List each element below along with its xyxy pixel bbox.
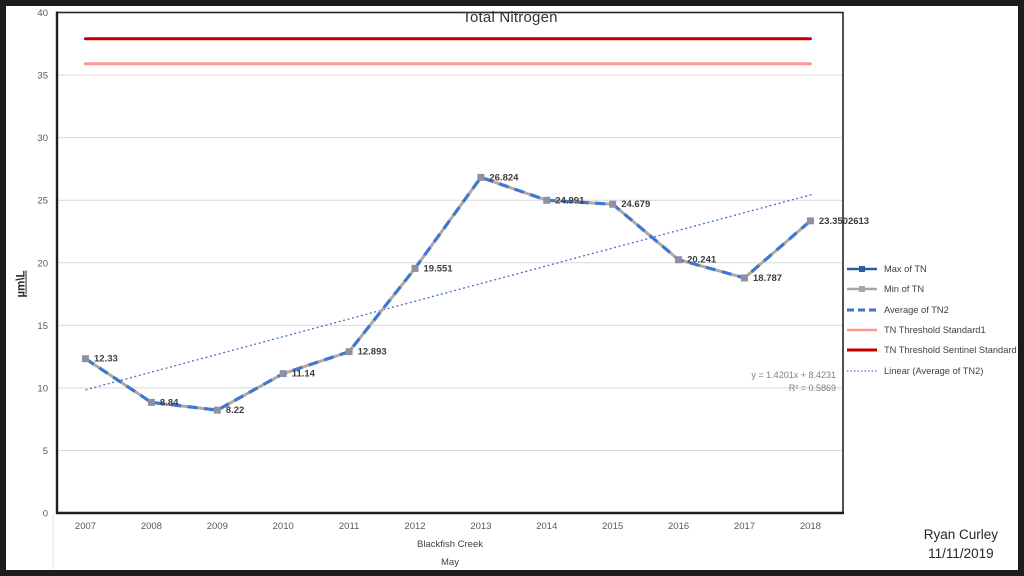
r-squared-line: R² = 0.5869 xyxy=(788,383,836,393)
legend-item: Average of TN2 xyxy=(846,300,1017,320)
x-tick-label: 2018 xyxy=(800,521,821,532)
legend-item-label: Linear (Average of TN2) xyxy=(884,365,984,376)
x-tick-label: 2014 xyxy=(536,521,557,532)
series-line-average xyxy=(84,175,812,412)
legend-swatch-icon xyxy=(847,308,877,312)
data-label: 23.3502613 xyxy=(819,216,869,227)
legend-item-label: TN Threshold Sentinel Standard xyxy=(884,345,1017,356)
legend-swatch-icon xyxy=(847,286,877,293)
x-tick-label: 2010 xyxy=(273,521,294,532)
y-tick-label: 0 xyxy=(43,509,48,520)
x-tick-label: 2016 xyxy=(668,521,689,532)
x-tick-label: 2009 xyxy=(207,521,228,532)
x-tick-label: 2015 xyxy=(602,521,623,532)
legend-item: Max of TN xyxy=(846,259,1017,279)
data-label: 11.14 xyxy=(292,369,316,380)
marker xyxy=(279,370,287,378)
y-tick-label: 20 xyxy=(37,258,48,269)
y-tick-label: 25 xyxy=(37,196,48,207)
series-line-minmax xyxy=(84,175,812,412)
marker xyxy=(411,264,419,272)
legend-swatch-icon xyxy=(847,348,877,352)
author-block: Ryan Curley 11/11/2019 xyxy=(924,525,998,563)
axes xyxy=(55,11,844,515)
marker xyxy=(82,355,89,363)
y-tick-label: 5 xyxy=(43,446,48,457)
x-tick-label: 2007 xyxy=(75,521,96,532)
legend-item-label: Average of TN2 xyxy=(884,304,949,315)
data-label: 8.84 xyxy=(160,397,179,408)
x-tick-label: 2013 xyxy=(470,521,491,532)
data-label: 12.33 xyxy=(94,354,118,365)
marker xyxy=(543,196,551,204)
series-markers xyxy=(82,173,814,414)
data-label: 24.991 xyxy=(555,195,585,206)
data-labels: 12.33 8.84 8.22 11.14 12.893 19.551 26.824 24.9… xyxy=(94,172,869,416)
legend-item-label: Max of TN xyxy=(884,264,927,275)
legend-swatch-icon xyxy=(847,266,877,273)
legend-item: Min of TN xyxy=(846,279,1017,299)
marker xyxy=(345,348,353,356)
legend-swatch-icon xyxy=(847,328,877,332)
legend-item-label: Min of TN xyxy=(884,284,925,295)
legend-swatch-icon xyxy=(847,369,877,372)
x-axis-sub-label: May xyxy=(441,557,459,568)
data-label: 26.824 xyxy=(489,172,519,183)
marker xyxy=(741,274,748,282)
marker xyxy=(147,398,155,406)
x-axis-group-label: Blackfish Creek xyxy=(417,539,483,550)
y-tick-label: 15 xyxy=(37,321,48,332)
legend: Max of TN Min of TN Average of TN2 TN Thres… xyxy=(846,259,1017,381)
data-label: 18.787 xyxy=(753,273,782,284)
data-label: 8.22 xyxy=(226,405,245,416)
threshold-lines xyxy=(84,37,812,66)
y-tick-label: 35 xyxy=(37,71,48,82)
marker xyxy=(609,200,617,208)
y-axis-ticks: 0 5 10 15 20 25 30 35 40 xyxy=(37,8,48,520)
y-tick-label: 40 xyxy=(37,8,48,19)
y-tick-label: 10 xyxy=(37,383,48,394)
x-tick-label: 2011 xyxy=(339,521,359,532)
author-name: Ryan Curley xyxy=(923,527,998,542)
x-tick-label: 2008 xyxy=(141,521,162,532)
data-label: 12.893 xyxy=(358,347,387,358)
chart-title: Total Nitrogen xyxy=(462,9,558,26)
y-axis-title: µm\L xyxy=(15,270,28,298)
data-label: 19.551 xyxy=(424,263,454,274)
trendline xyxy=(85,193,813,391)
legend-item: Linear (Average of TN2) xyxy=(846,360,1017,380)
marker xyxy=(806,217,814,225)
trendline-equation: y = 1.4201x + 8.4231 R² = 0.5869 xyxy=(751,369,836,395)
x-axis-ticks: 2007 2008 2009 2010 2011 2012 2013 2014 2015 2016… xyxy=(75,521,821,532)
marker xyxy=(675,256,683,264)
equation-line: y = 1.4201x + 8.4231 xyxy=(751,370,836,380)
marker xyxy=(477,173,485,181)
legend-item: TN Threshold Sentinel Standard xyxy=(846,340,1017,360)
marker xyxy=(213,406,221,414)
legend-item-label: TN Threshold Standard1 xyxy=(884,325,986,336)
gridlines xyxy=(57,74,843,451)
x-tick-label: 2017 xyxy=(734,521,755,532)
legend-item: TN Threshold Standard1 xyxy=(846,320,1017,340)
data-label: 24.679 xyxy=(621,199,650,210)
author-date: 11/11/2019 xyxy=(928,546,994,561)
data-label: 20.241 xyxy=(687,255,717,266)
x-tick-label: 2012 xyxy=(404,521,425,532)
y-tick-label: 30 xyxy=(37,133,48,144)
